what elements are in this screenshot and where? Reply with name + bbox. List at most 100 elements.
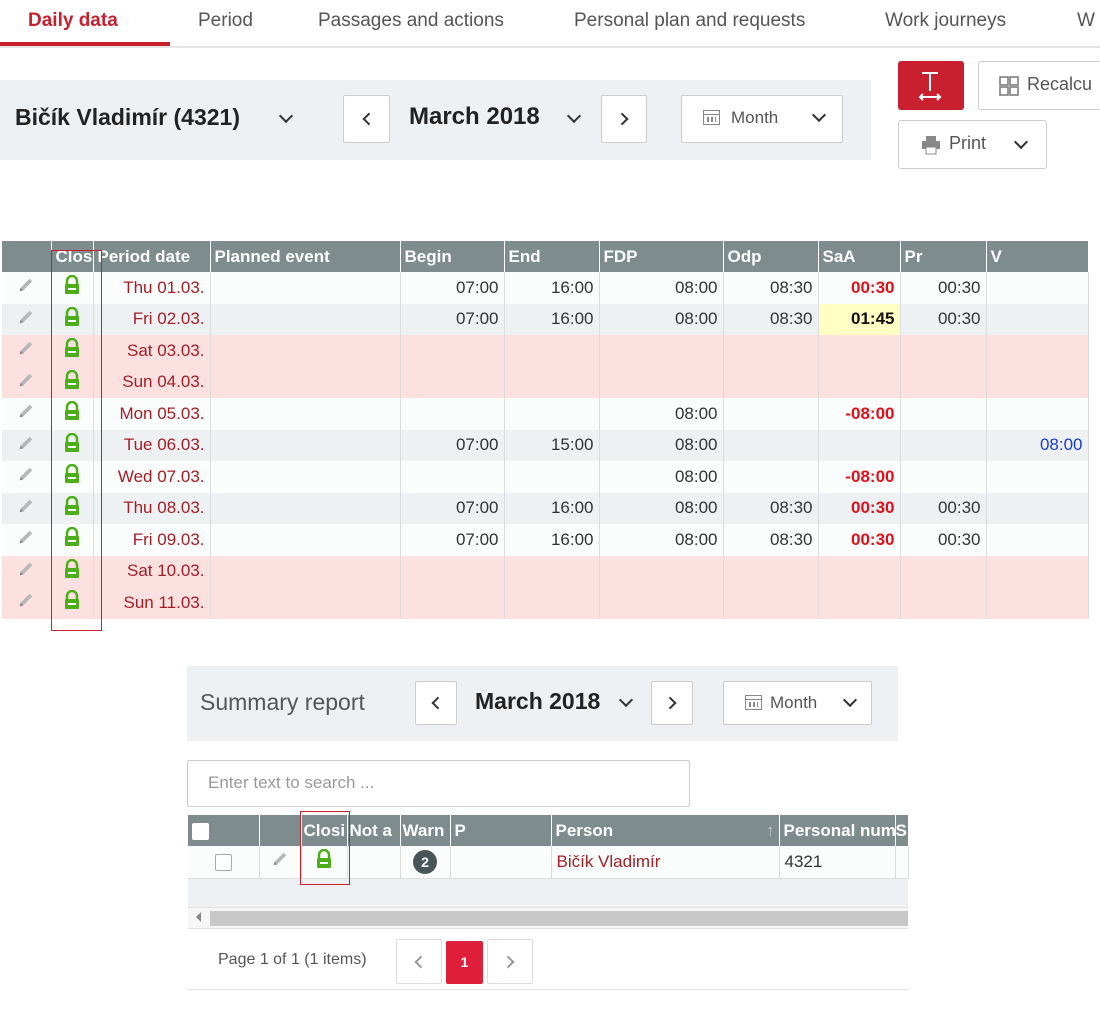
pencil-icon[interactable] [17,276,35,294]
edit-cell[interactable] [2,429,52,461]
col-header-s[interactable]: S [895,815,909,846]
col-header-planned-event[interactable]: Planned event [210,241,401,272]
saa-cell: 01:45 [818,303,901,335]
pencil-icon[interactable] [17,308,35,326]
col-header-end[interactable]: End [504,241,600,272]
scroll-left-icon[interactable] [196,912,201,922]
period-date-cell[interactable]: Thu 08.03. [93,492,211,524]
edit-cell[interactable] [2,555,52,587]
pr-cell: 00:30 [900,303,987,335]
col-header-warnings[interactable]: Warn [400,815,451,846]
period-date-cell[interactable]: Mon 05.03. [93,398,211,430]
tab-daily-data[interactable]: Daily data [28,10,118,31]
print-button[interactable]: Print [898,120,1047,169]
period-date-cell[interactable]: Sat 10.03. [93,555,211,587]
edit-cell[interactable] [2,335,52,367]
col-header-pr[interactable]: Pr [900,241,987,272]
recalculate-button[interactable]: Recalcu [978,61,1100,110]
pencil-icon[interactable] [17,339,35,357]
text-mode-button[interactable] [898,61,964,110]
view-period-dropdown[interactable]: Month [681,95,843,143]
row-select-cell[interactable] [188,846,260,878]
col-header-fdp[interactable]: FDP [599,241,724,272]
col-header-saa[interactable]: SaA [818,241,901,272]
horizontal-scrollbar[interactable] [188,907,908,929]
tab-passages-and-actions[interactable]: Passages and actions [318,10,504,31]
col-header-closed[interactable]: Clos [51,241,94,272]
col-header-p[interactable]: P [450,815,552,846]
tab-work-journeys[interactable]: Work journeys [885,10,1007,31]
edit-cell[interactable] [2,587,52,619]
person-selector-label[interactable]: Bičík Vladimír (4321) [15,104,240,130]
table-row[interactable]: Thu 01.03. 07:00 16:00 08:00 08:30 00:30 00:30 [2,272,1089,304]
select-all-checkbox[interactable] [188,815,260,846]
pencil-icon[interactable] [17,560,35,578]
begin-cell [400,461,505,493]
table-row[interactable]: Tue 06.03. 07:00 15:00 08:00 08:00 [2,429,1089,461]
table-row[interactable]: Sat 10.03. [2,555,1089,587]
table-row[interactable]: Wed 07.03. 08:00 -08:00 [2,461,1089,493]
chevron-down-icon[interactable] [1013,134,1029,150]
col-header-v[interactable]: V [986,241,1089,272]
summary-month-title[interactable]: March 2018 [475,688,601,714]
table-row[interactable]: Mon 05.03. 08:00 -08:00 [2,398,1089,430]
pager-page-1[interactable]: 1 [446,941,483,984]
col-header-begin[interactable]: Begin [400,241,505,272]
person-link[interactable]: Bičík Vladimír [551,846,780,878]
edit-cell[interactable] [2,272,52,304]
period-date-cell[interactable]: Sun 04.03. [93,366,211,398]
edit-cell[interactable] [2,461,52,493]
period-date-cell[interactable]: Sun 11.03. [93,587,211,619]
pencil-icon[interactable] [17,371,35,389]
pager-prev-button[interactable] [396,939,442,984]
period-date-cell[interactable]: Wed 07.03. [93,461,211,493]
scrollbar-thumb[interactable] [210,911,908,926]
pencil-icon[interactable] [17,434,35,452]
col-header-closing[interactable]: Closi [301,815,348,846]
summary-view-dropdown[interactable]: Month [723,681,872,725]
search-input[interactable]: Enter text to search ... [187,760,690,807]
pencil-icon[interactable] [17,465,35,483]
pencil-icon[interactable] [17,528,35,546]
tab-more[interactable]: W [1077,10,1095,31]
table-row[interactable]: Sun 04.03. [2,366,1089,398]
pager-next-button[interactable] [487,939,533,984]
summary-next-month-button[interactable] [651,681,693,725]
summary-prev-month-button[interactable] [415,681,457,725]
pencil-icon[interactable] [17,497,35,515]
tab-personal-plan[interactable]: Personal plan and requests [574,10,806,31]
edit-cell[interactable] [2,398,52,430]
table-row[interactable]: Fri 02.03. 07:00 16:00 08:00 08:30 01:45 00:30 [2,303,1089,335]
pencil-icon[interactable] [271,850,289,868]
period-date-cell[interactable]: Tue 06.03. [93,429,211,461]
month-title[interactable]: March 2018 [409,103,540,130]
summary-view-label: Month [770,693,818,712]
edit-cell[interactable] [259,846,302,878]
next-month-button[interactable] [601,95,647,143]
period-date-cell[interactable]: Thu 01.03. [93,272,211,304]
row-checkbox[interactable] [214,853,232,871]
period-date-cell[interactable]: Sat 03.03. [93,335,211,367]
table-row[interactable]: Thu 08.03. 07:00 16:00 08:00 08:30 00:30 00:30 [2,492,1089,524]
col-header-odp[interactable]: Odp [723,241,819,272]
prev-month-button[interactable] [343,95,390,143]
col-header-person[interactable]: Person ↑ [551,815,780,846]
table-row[interactable]: 2 Bičík Vladimír 4321 [188,846,909,878]
tab-period[interactable]: Period [198,10,253,31]
edit-cell[interactable] [2,366,52,398]
period-date-cell[interactable]: Fri 02.03. [93,303,211,335]
edit-cell[interactable] [2,303,52,335]
period-date-cell[interactable]: Fri 09.03. [93,524,211,556]
col-header-period-date[interactable]: Period date [93,241,211,272]
pencil-icon[interactable] [17,591,35,609]
warnings-badge[interactable]: 2 [413,849,437,874]
edit-cell[interactable] [2,524,52,556]
table-row[interactable]: Fri 09.03. 07:00 16:00 08:00 08:30 00:30 00:30 [2,524,1089,556]
col-header-not-approved[interactable]: Not a [347,815,401,846]
checkbox[interactable] [192,822,209,840]
table-row[interactable]: Sat 03.03. [2,335,1089,367]
pencil-icon[interactable] [17,402,35,420]
col-header-personal-number[interactable]: Personal num [779,815,896,846]
edit-cell[interactable] [2,492,52,524]
table-row[interactable]: Sun 11.03. [2,587,1089,619]
